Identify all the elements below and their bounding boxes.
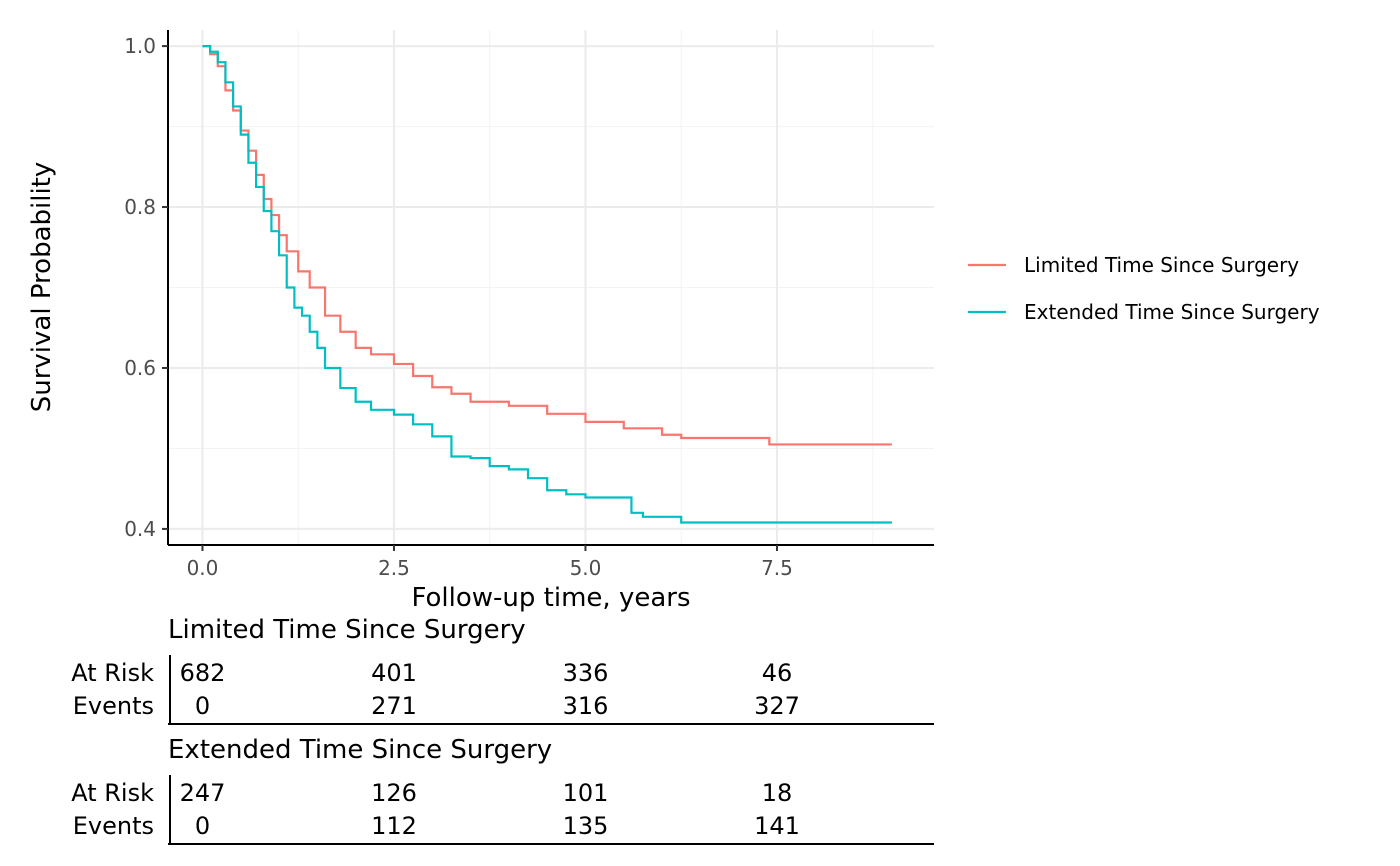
risk-row-label: Events: [73, 812, 154, 840]
at-risk-value: 18: [762, 779, 793, 807]
events-value: 141: [754, 812, 800, 840]
x-tick-label: 7.5: [761, 556, 793, 580]
events-value: 135: [563, 812, 609, 840]
grid-major: [168, 30, 934, 545]
y-tick-label: 0.4: [124, 517, 156, 541]
series-layer: [202, 44, 892, 524]
y-ticks: 0.4 0.6 0.8 1.0: [124, 34, 168, 541]
legend-label: Limited Time Since Surgery: [1024, 253, 1299, 277]
survival-curve-extended: [202, 44, 892, 524]
events-value: 0: [195, 692, 210, 720]
at-risk-value: 247: [180, 779, 226, 807]
legend: Limited Time Since Surgery Extended Time …: [968, 253, 1320, 324]
risk-row-label: At Risk: [71, 659, 154, 687]
events-value: 271: [371, 692, 417, 720]
events-value: 316: [563, 692, 609, 720]
x-axis-label: Follow-up time, years: [411, 583, 690, 613]
events-value: 0: [195, 812, 210, 840]
grid-minor: [168, 30, 934, 545]
survival-curve-limited: [202, 44, 892, 446]
at-risk-value: 46: [762, 659, 793, 687]
events-value: 327: [754, 692, 800, 720]
events-value: 112: [371, 812, 417, 840]
at-risk-value: 682: [180, 659, 226, 687]
risk-group-title: Extended Time Since Surgery: [168, 735, 552, 765]
y-tick-label: 0.6: [124, 356, 156, 380]
y-axis-label: Survival Probability: [27, 162, 57, 413]
x-tick-label: 0.0: [187, 556, 219, 580]
at-risk-value: 101: [563, 779, 609, 807]
at-risk-value: 336: [563, 659, 609, 687]
plot-area: 0.0 2.5 5.0 7.5 0.4 0.6 0.8 1.0: [124, 30, 934, 580]
y-tick-label: 0.8: [124, 195, 156, 219]
risk-group-title: Limited Time Since Surgery: [168, 615, 526, 645]
risk-row-label: At Risk: [71, 779, 154, 807]
at-risk-value: 126: [371, 779, 417, 807]
y-tick-label: 1.0: [124, 34, 156, 58]
legend-label: Extended Time Since Surgery: [1024, 300, 1320, 324]
x-tick-label: 5.0: [570, 556, 602, 580]
x-tick-label: 2.5: [378, 556, 410, 580]
x-ticks: 0.0 2.5 5.0 7.5: [187, 545, 793, 580]
at-risk-value: 401: [371, 659, 417, 687]
risk-row-label: Events: [73, 692, 154, 720]
risk-table: Limited Time Since Surgery At Risk Events 6…: [71, 615, 934, 845]
